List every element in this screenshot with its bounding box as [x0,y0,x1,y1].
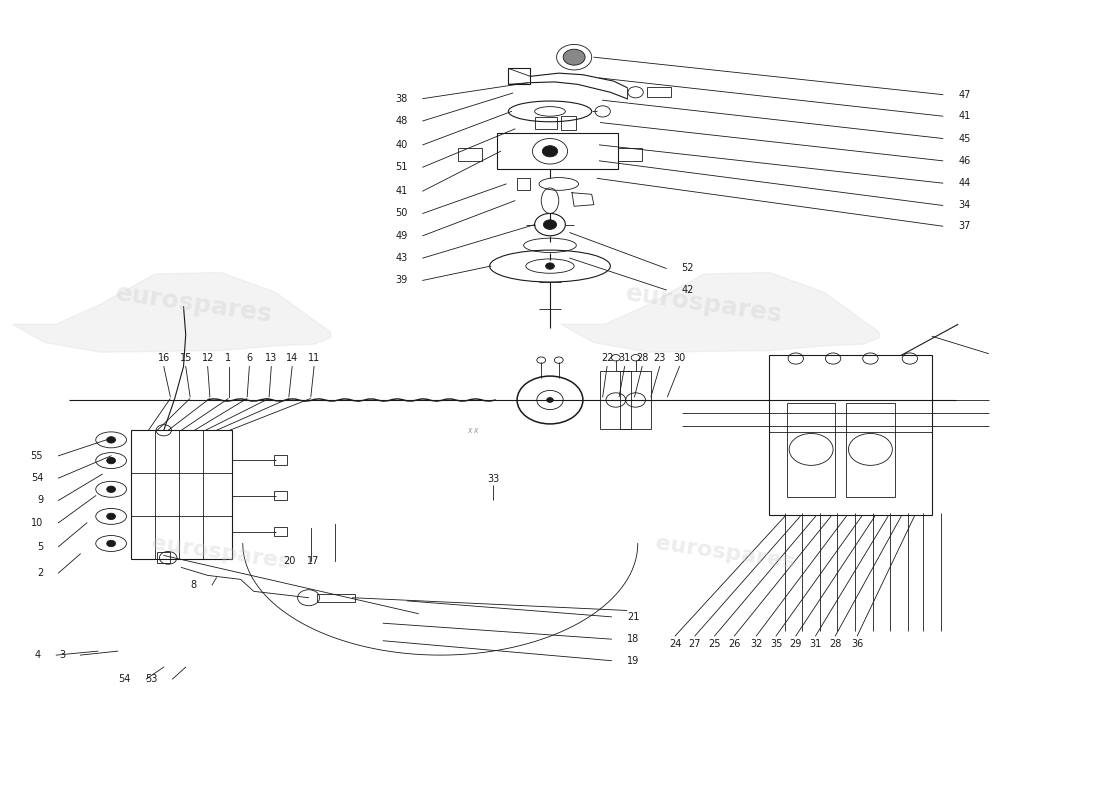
Text: 24: 24 [669,639,681,649]
Circle shape [107,437,116,443]
Text: 47: 47 [958,90,970,100]
Text: eurospares: eurospares [624,282,783,327]
Text: 51: 51 [395,162,407,172]
Text: 5: 5 [36,542,43,552]
Text: 8: 8 [190,580,197,590]
Text: eurospares: eurospares [150,534,292,573]
Text: 18: 18 [627,634,639,644]
Text: 50: 50 [395,209,407,218]
Text: 20: 20 [283,556,296,566]
Text: 26: 26 [728,639,740,649]
Text: 53: 53 [145,674,157,684]
Bar [517,178,530,190]
Circle shape [107,540,116,546]
Text: 44: 44 [958,178,970,188]
Text: 54: 54 [119,674,131,684]
Circle shape [542,146,558,157]
Text: 36: 36 [851,639,864,649]
Bar [131,430,232,559]
Bar [497,133,618,169]
Text: 54: 54 [31,473,43,483]
Text: 49: 49 [395,230,407,241]
Text: 37: 37 [958,222,970,231]
Circle shape [543,220,557,230]
Text: 19: 19 [627,656,639,666]
Text: 45: 45 [958,134,970,143]
Text: 28: 28 [829,639,842,649]
Text: eurospares: eurospares [654,534,796,573]
Text: 28: 28 [636,354,648,363]
Text: 39: 39 [395,275,407,286]
Text: 34: 34 [958,201,970,210]
Text: 10: 10 [31,518,43,528]
Bar [769,355,932,515]
Text: 12: 12 [201,354,213,363]
Text: 16: 16 [157,354,169,363]
Text: 40: 40 [395,140,407,150]
Circle shape [107,486,116,493]
Bar [508,68,530,84]
Text: 52: 52 [682,263,694,274]
Text: 43: 43 [395,253,407,263]
Bar [561,116,576,130]
Text: 21: 21 [627,612,639,622]
Text: 35: 35 [770,639,782,649]
Bar [157,552,170,563]
Text: 17: 17 [307,556,320,566]
Bar [846,403,894,498]
Polygon shape [561,273,879,352]
Bar [274,491,287,501]
Text: 38: 38 [395,94,407,104]
Text: 42: 42 [682,285,694,295]
Text: 22: 22 [601,354,614,363]
Text: 3: 3 [59,650,65,660]
Bar [786,403,835,498]
Bar [535,117,557,129]
Text: x x: x x [468,426,478,434]
Text: 55: 55 [31,451,43,461]
Text: 25: 25 [708,639,720,649]
Text: 9: 9 [37,495,43,506]
Text: 14: 14 [286,354,298,363]
Bar [318,594,354,602]
Bar [618,148,642,161]
Circle shape [107,458,116,464]
Text: 15: 15 [179,354,191,363]
Text: 11: 11 [308,354,320,363]
Text: 41: 41 [395,186,407,196]
Text: 6: 6 [246,354,252,363]
Text: 27: 27 [689,639,701,649]
Bar [458,148,482,161]
Text: 23: 23 [653,354,666,363]
Text: 30: 30 [673,354,685,363]
Bar [274,455,287,465]
Text: 2: 2 [36,568,43,578]
Bar [620,371,651,429]
Text: 41: 41 [958,111,970,121]
Bar [274,526,287,536]
Bar [601,371,631,429]
Text: 29: 29 [790,639,802,649]
Text: 31: 31 [618,354,630,363]
Text: 4: 4 [35,650,41,660]
Text: 32: 32 [750,639,762,649]
Circle shape [107,514,116,519]
Text: 33: 33 [487,474,499,484]
Circle shape [563,50,585,65]
Text: 46: 46 [958,156,970,166]
Text: 48: 48 [395,116,407,126]
Circle shape [547,398,553,402]
Circle shape [546,263,554,270]
Text: eurospares: eurospares [113,282,274,327]
Bar [647,87,671,97]
Polygon shape [12,273,331,352]
Text: 31: 31 [810,639,822,649]
Text: 13: 13 [265,354,277,363]
Text: 1: 1 [226,354,232,363]
